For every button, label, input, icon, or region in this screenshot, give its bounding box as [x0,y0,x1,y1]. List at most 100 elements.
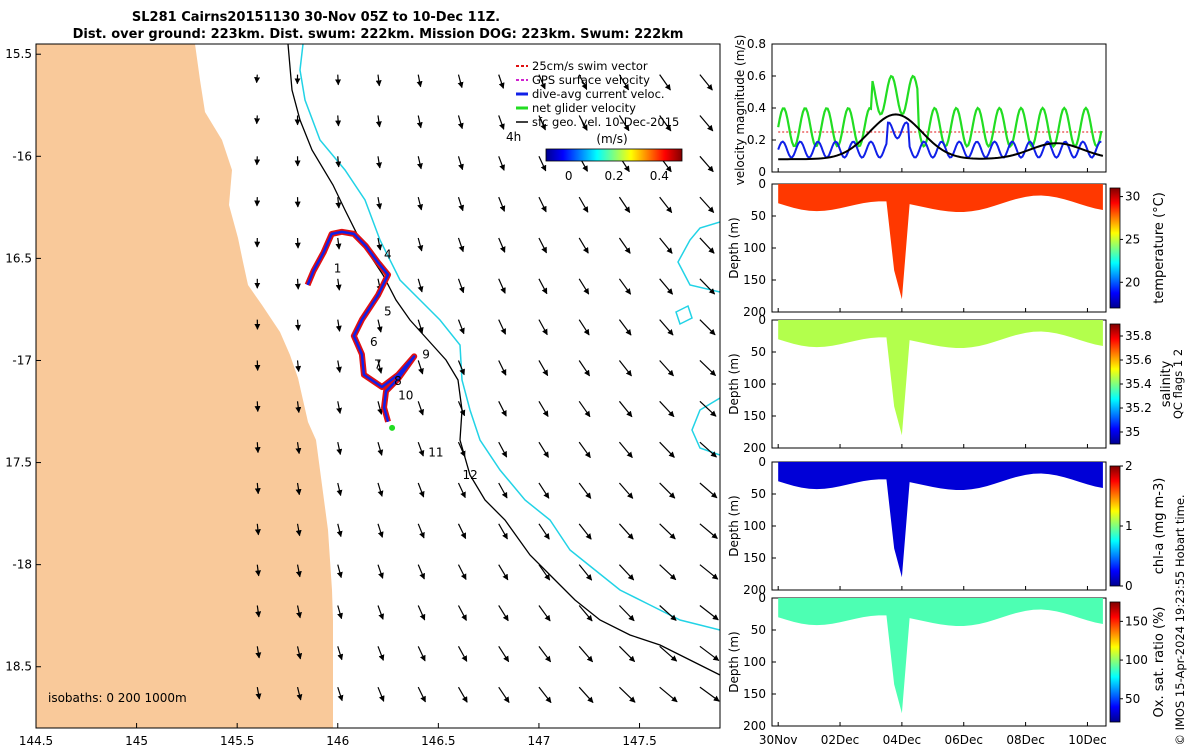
velocity-arrow [699,645,720,662]
velocity-arrow [538,564,551,581]
colorbar-label: chl-a (mg m-3) [1152,478,1167,575]
velocity-panel: 0 0.2 0.4 0.6 0.8 velocity magnitude (m/s) [733,35,1107,185]
map-legend: 25cm/s swim vector GPS surface velocity … [506,59,683,183]
depth-tick-label: 0 [758,591,766,605]
velocity-arrow [417,319,424,334]
velocity-arrow [457,278,465,294]
profile-colorbar [1109,601,1121,723]
track-dive-current [306,230,416,423]
depth-tick-label: 50 [751,487,766,501]
velocity-arrow [335,197,342,209]
velocity-arrow [457,523,467,540]
velocity-arrow [538,645,552,663]
velocity-arrow [457,319,465,335]
velocity-arrow [337,605,343,620]
velocity-arrow [498,605,509,622]
velocity-arrow [538,115,546,131]
velocity-arrow [498,564,509,581]
velocity-arrow [417,441,425,457]
isobath-1000m-east [677,221,720,293]
lon-tick-label: 145 [125,734,148,748]
velocity-arrow [295,360,302,372]
velocity-arrow [255,687,262,700]
colorbar-tick-label: 35.6 [1125,353,1152,367]
legend-label-gps-velocity: GPS surface velocity [532,73,650,87]
colorbar-tick-label: 0 [1125,579,1133,593]
depth-tick-label: 200 [743,305,766,319]
velocity-arrow [375,74,382,87]
velocity-arrow [659,645,678,662]
track-end-point [389,424,396,431]
velocity-arrow [618,482,634,499]
velocity-arrow [498,482,508,499]
velocity-arrow [417,401,425,416]
velocity-axis-ticks: 0 0.2 0.4 0.6 0.8 [747,37,776,179]
colorbar-tick-label: 150 [1125,614,1148,628]
velocity-ytick-label: 0.2 [747,133,766,147]
velocity-arrow [417,237,424,252]
velocity-arrow [255,605,262,618]
lat-tick-label: -18 [12,558,32,572]
velocity-arrow [578,278,590,295]
isobath-1000m [299,44,720,631]
velocity-arrow [659,686,678,703]
velocity-arrow [618,115,630,132]
velocity-arrow [295,523,302,537]
colorbar-title: (m/s) [596,132,627,146]
velocity-arrow [254,482,261,495]
velocity-arrow [659,441,675,458]
velocity-arrow [659,605,677,621]
velocity-arrow [337,686,344,702]
velocity-arrow [417,686,426,703]
lon-tick-label: 146.5 [421,734,455,748]
velocity-arrow [254,401,261,413]
velocity-series [777,74,1104,161]
velocity-arrow [578,482,592,499]
profile-colorbar [1109,187,1121,309]
track-label: 7 [374,358,382,372]
velocity-arrow [336,523,343,538]
velocity-arrow [699,74,713,91]
velocity-arrow [255,646,262,659]
velocity-arrow [498,196,506,212]
time-tick-label: 08Dec [1006,733,1045,747]
depth-tick-label: 200 [743,441,766,455]
velocity-ytick-label: 0.8 [747,37,766,51]
velocity-arrow [498,360,507,376]
depth-axis-label: Depth (m) [727,631,741,692]
lat-tick-label: 18.5 [5,660,32,674]
velocity-arrow [457,115,464,130]
dive-current-series [777,121,1102,159]
velocity-arrow [618,237,631,254]
velocity-arrow [377,686,385,702]
legend-item-net-velocity: net glider velocity [516,101,636,115]
velocity-arrow [659,196,673,214]
velocity-arrow [538,401,549,418]
velocity-arrow [538,523,550,540]
velocity-arrow [336,401,343,414]
map-title-line2: Dist. over ground: 223km. Dist. swum: 22… [73,27,684,42]
velocity-arrow [457,74,464,89]
surface-velocity-arrows [254,74,720,704]
velocity-arrow [699,441,717,458]
velocity-arrow [377,646,385,661]
velocity-arrow [416,156,423,170]
velocity-arrow [295,401,302,414]
velocity-arrow [618,523,634,540]
velocity-arrow [699,400,717,417]
velocity-arrow [578,360,591,377]
velocity-arrow [335,74,342,86]
velocity-arrow [457,441,466,458]
track-label: 9 [422,347,430,361]
velocity-arrow [417,360,424,375]
legend-label-net-velocity: net glider velocity [532,101,636,115]
velocity-arrow [699,278,716,295]
velocity-arrow [618,400,633,418]
velocity-arrow [336,564,343,579]
velocity-arrow [699,523,718,539]
velocity-arrow [376,237,383,251]
velocity-arrow [457,605,467,621]
velocity-arrow [376,360,383,374]
